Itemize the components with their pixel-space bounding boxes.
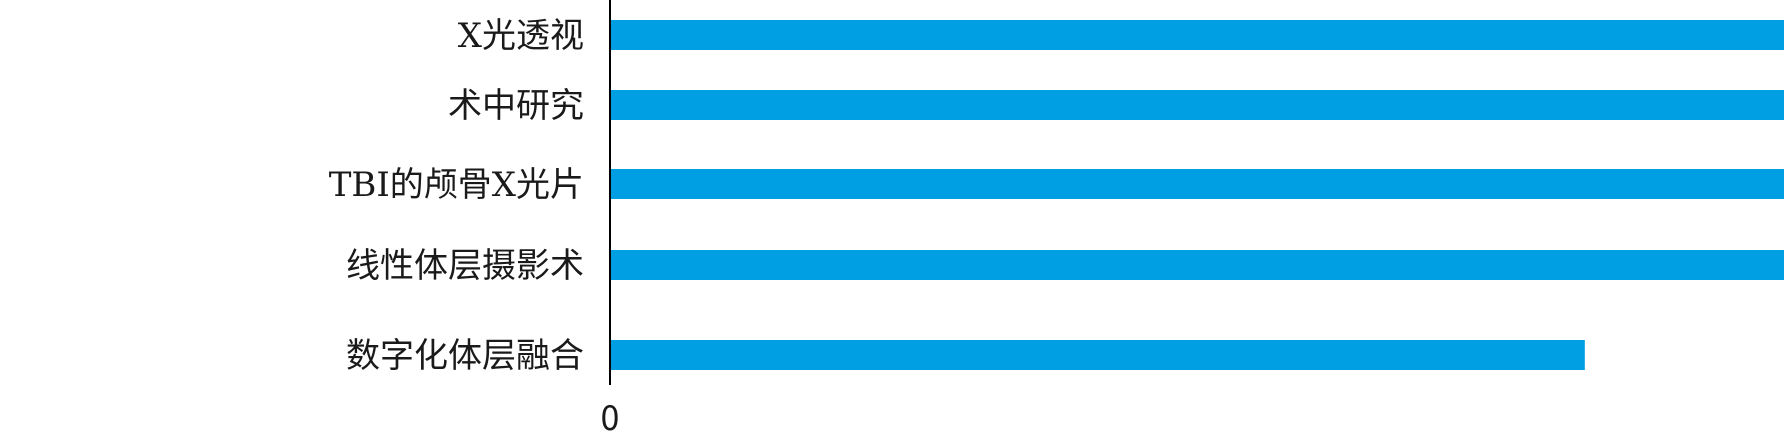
- category-label: 线性体层摄影术: [346, 246, 584, 286]
- category-label: 数字化体层融合: [346, 336, 584, 376]
- bars: [610, 20, 1784, 370]
- category-label: TBI的颅骨X光片: [329, 165, 584, 205]
- bar: [610, 20, 1784, 50]
- bar: [610, 90, 1784, 120]
- category-label: 术中研究: [448, 86, 584, 126]
- x-tick-label: 0: [600, 399, 619, 439]
- x-tick-labels: 0102030405060708090: [600, 399, 619, 439]
- bar: [610, 169, 1784, 199]
- bar: [610, 250, 1784, 280]
- category-label: X光透视: [458, 16, 584, 56]
- bar: [610, 340, 1585, 370]
